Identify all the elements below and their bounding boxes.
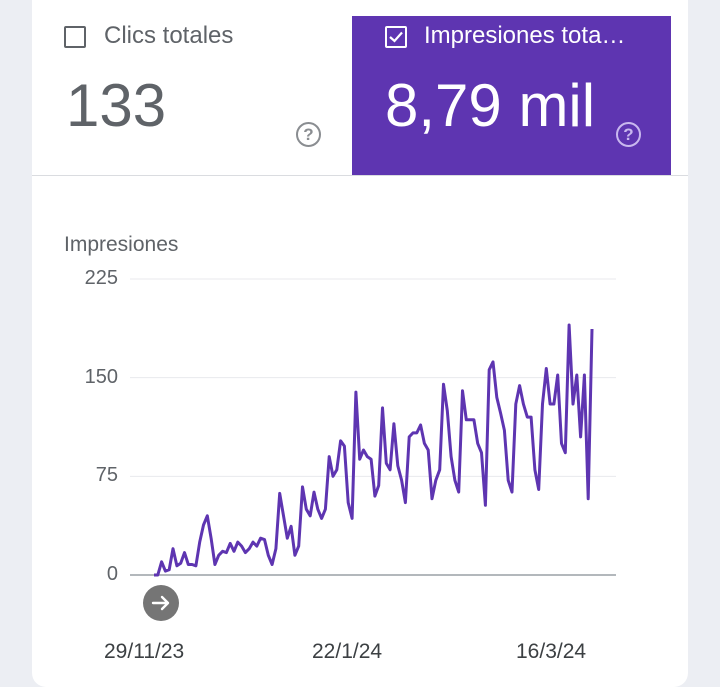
performance-card: Clics totales 133 ? Impresiones tota… 8,… bbox=[32, 0, 688, 687]
impressions-series-line bbox=[154, 323, 594, 577]
checkbox-checked-icon[interactable] bbox=[385, 26, 407, 48]
x-tick-label: 29/11/23 bbox=[104, 640, 185, 663]
total-clicks-value: 133 bbox=[66, 72, 167, 139]
arrow-right-icon bbox=[151, 595, 170, 611]
y-tick-label: 225 bbox=[84, 267, 118, 289]
x-tick-label: 22/1/24 bbox=[312, 640, 383, 663]
y-tick-label: 0 bbox=[106, 563, 118, 585]
checkbox-unchecked-icon[interactable] bbox=[64, 26, 86, 48]
metrics-divider bbox=[32, 175, 688, 176]
total-clicks-label: Clics totales bbox=[104, 22, 234, 49]
y-tick-label: 150 bbox=[84, 365, 118, 388]
x-tick-label: 16/3/24 bbox=[516, 640, 587, 663]
y-tick-label: 75 bbox=[95, 464, 118, 487]
total-impressions-value: 8,79 mil bbox=[385, 72, 596, 139]
total-impressions-label: Impresiones tota… bbox=[424, 22, 626, 49]
total-impressions-metric[interactable]: Impresiones tota… 8,79 mil ? bbox=[352, 16, 671, 175]
check-mark-icon bbox=[389, 31, 403, 43]
help-icon[interactable]: ? bbox=[296, 122, 321, 147]
help-icon[interactable]: ? bbox=[616, 122, 641, 147]
total-clicks-metric[interactable]: Clics totales 133 ? bbox=[32, 0, 352, 175]
metrics-row: Clics totales 133 ? Impresiones tota… 8,… bbox=[32, 0, 688, 175]
navigate-next-button[interactable] bbox=[143, 585, 179, 621]
chart-title: Impresiones bbox=[64, 233, 179, 256]
